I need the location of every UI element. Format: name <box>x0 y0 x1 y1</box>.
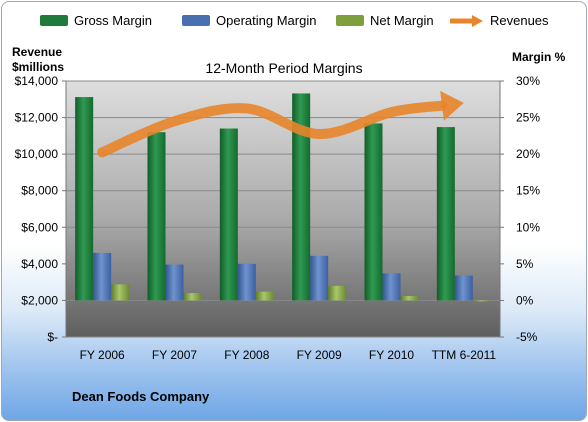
revenue-line <box>97 100 448 158</box>
left-tick-label: $14,000 <box>15 74 59 88</box>
gross-margin-bar <box>436 127 455 301</box>
left-axis-title-line1: Revenue <box>12 45 63 59</box>
left-tick-label: $6,000 <box>21 220 58 234</box>
revenue-arrowhead <box>440 90 464 121</box>
right-tick-label: 15% <box>516 184 540 198</box>
x-tick-label: FY 2006 <box>80 348 125 362</box>
net-margin-bar <box>111 284 130 301</box>
legend-swatch-net-margin <box>336 15 364 26</box>
legend-label-net-margin: Net Margin <box>370 13 434 28</box>
left-axis-title: Revenue $millions <box>12 45 64 75</box>
operating-margin-bar <box>310 255 329 301</box>
legend-item-gross-margin: Gross Margin <box>40 13 152 28</box>
left-tick-label: $- <box>47 330 58 344</box>
left-tick-label: $12,000 <box>15 111 59 125</box>
chart-legend: Gross Margin Operating Margin Net Margin… <box>0 13 588 35</box>
right-axis-title: Margin % <box>512 50 566 64</box>
chart-title: 12-Month Period Margins <box>205 60 362 76</box>
left-tick-label: $4,000 <box>21 257 58 271</box>
left-tick-label: $8,000 <box>21 184 58 198</box>
operating-margin-bar <box>165 264 184 301</box>
left-tick-label: $10,000 <box>15 147 59 161</box>
right-tick-label: 30% <box>516 74 540 88</box>
legend-arrow-icon <box>450 14 483 27</box>
gross-margin-bar <box>364 123 383 301</box>
net-margin-bar <box>183 293 202 301</box>
right-tick-label: -5% <box>516 330 538 344</box>
net-margin-bar <box>472 300 491 302</box>
legend-label-operating-margin: Operating Margin <box>216 13 317 28</box>
net-margin-bar <box>255 291 274 301</box>
x-tick-label: FY 2008 <box>224 348 269 362</box>
net-margin-bar <box>400 296 419 301</box>
legend-swatch-operating-margin <box>182 15 210 26</box>
right-tick-label: 0% <box>516 293 534 307</box>
x-tick-label: FY 2009 <box>297 348 342 362</box>
right-tick-label: 25% <box>516 111 540 125</box>
operating-margin-bar <box>93 252 112 301</box>
legend-label-gross-margin: Gross Margin <box>74 13 153 28</box>
x-tick-label: TTM 6-2011 <box>432 348 497 362</box>
left-tick-label: $2,000 <box>21 293 58 307</box>
company-name: Dean Foods Company <box>72 389 210 404</box>
x-tick-label: FY 2010 <box>369 348 414 362</box>
right-tick-label: 5% <box>516 257 534 271</box>
legend-item-operating-margin: Operating Margin <box>182 13 316 28</box>
gross-margin-bar <box>147 132 166 301</box>
legend-swatch-gross-margin <box>40 15 68 26</box>
right-tick-label: 10% <box>516 220 540 234</box>
legend-item-net-margin: Net Margin <box>336 13 434 28</box>
gross-margin-bar <box>75 97 94 301</box>
legend-item-revenues: Revenues <box>450 13 549 28</box>
left-axis-title-line2: $millions <box>12 60 65 74</box>
operating-margin-bar <box>454 275 473 301</box>
legend-label-revenues: Revenues <box>490 13 549 28</box>
operating-margin-bar <box>382 273 401 301</box>
x-tick-label: FY 2007 <box>152 348 197 362</box>
right-tick-label: 20% <box>516 147 540 161</box>
gross-margin-bar <box>292 93 311 301</box>
operating-margin-bar <box>237 263 256 301</box>
net-margin-bar <box>328 285 347 301</box>
gross-margin-bar <box>219 128 238 301</box>
